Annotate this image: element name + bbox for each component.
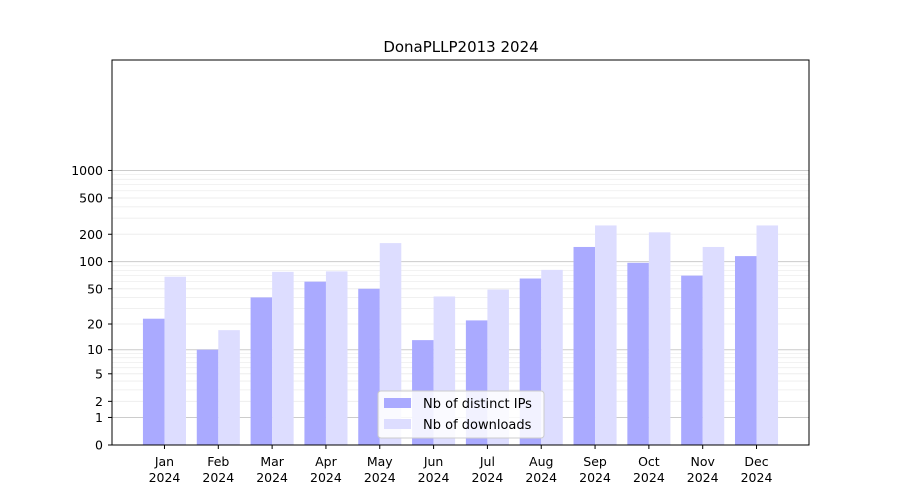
axes-layer: 01251020501002005001000Jan2024Feb2024Mar… <box>71 163 772 485</box>
x-tick-label-year: 2024 <box>525 470 557 485</box>
x-tick-label-month: Oct <box>638 454 660 469</box>
y-tick-label: 500 <box>79 190 103 205</box>
y-tick-label: 10 <box>87 342 103 357</box>
x-tick-label-month: Feb <box>207 454 229 469</box>
legend-swatch-downloads <box>384 419 411 429</box>
y-tick-label: 5 <box>95 366 103 381</box>
x-tick-label-year: 2024 <box>418 470 450 485</box>
bar-downloads <box>541 269 563 445</box>
x-tick-label-month: Jun <box>423 454 444 469</box>
bar-distinct-ips <box>304 281 326 445</box>
bar-downloads <box>648 232 671 445</box>
bar-distinct-ips <box>734 256 757 445</box>
x-tick-label-month: Nov <box>690 454 715 469</box>
bars-layer <box>142 225 779 445</box>
x-tick-label-month: Jul <box>479 454 495 469</box>
bar-distinct-ips <box>196 349 219 445</box>
x-tick-label-month: Mar <box>260 454 284 469</box>
bar-downloads <box>218 330 240 445</box>
legend: Nb of distinct IPs Nb of downloads <box>377 390 545 439</box>
x-tick-label-year: 2024 <box>687 470 719 485</box>
y-tick-label: 50 <box>87 281 103 296</box>
legend-label-downloads: Nb of downloads <box>423 418 532 433</box>
y-tick-label: 1 <box>95 410 103 425</box>
y-tick-label: 100 <box>79 254 103 269</box>
y-tick-label: 200 <box>79 227 103 242</box>
x-tick-label-month: Sep <box>583 454 607 469</box>
bar-downloads <box>164 276 187 445</box>
x-tick-label-year: 2024 <box>633 470 665 485</box>
x-tick-label-month: Dec <box>744 454 768 469</box>
bar-distinct-ips <box>358 288 380 445</box>
plot-frame <box>111 59 810 446</box>
x-tick-label-month: Jan <box>154 454 174 469</box>
bar-downloads <box>272 271 294 445</box>
x-tick-label-year: 2024 <box>256 470 288 485</box>
bar-distinct-ips <box>142 318 165 445</box>
bar-distinct-ips <box>681 275 703 445</box>
x-tick-label-year: 2024 <box>149 470 181 485</box>
x-tick-label-year: 2024 <box>310 470 342 485</box>
bar-distinct-ips <box>250 297 273 445</box>
bar-downloads <box>325 271 348 445</box>
x-tick-label-year: 2024 <box>741 470 773 485</box>
x-tick-label-year: 2024 <box>472 470 504 485</box>
bar-downloads <box>756 225 779 445</box>
x-tick-label-year: 2024 <box>579 470 611 485</box>
y-tick-label: 2 <box>95 394 103 409</box>
x-tick-label-month: Apr <box>315 454 337 469</box>
bar-distinct-ips <box>627 262 649 445</box>
legend-box <box>377 390 545 439</box>
legend-label-ips: Nb of distinct IPs <box>423 397 532 412</box>
x-tick-label-month: Aug <box>529 454 553 469</box>
x-tick-label-year: 2024 <box>364 470 396 485</box>
chart-title: DonaPLLP2013 2024 <box>383 38 538 56</box>
bar-distinct-ips <box>573 246 596 445</box>
y-tick-label: 1000 <box>71 163 103 178</box>
x-tick-label-month: May <box>367 454 393 469</box>
x-tick-label-year: 2024 <box>202 470 234 485</box>
bar-downloads <box>595 225 617 445</box>
legend-swatch-ips <box>384 398 411 408</box>
y-tick-label: 20 <box>87 317 103 332</box>
y-tick-label: 0 <box>95 438 103 453</box>
bar-downloads <box>702 246 725 445</box>
